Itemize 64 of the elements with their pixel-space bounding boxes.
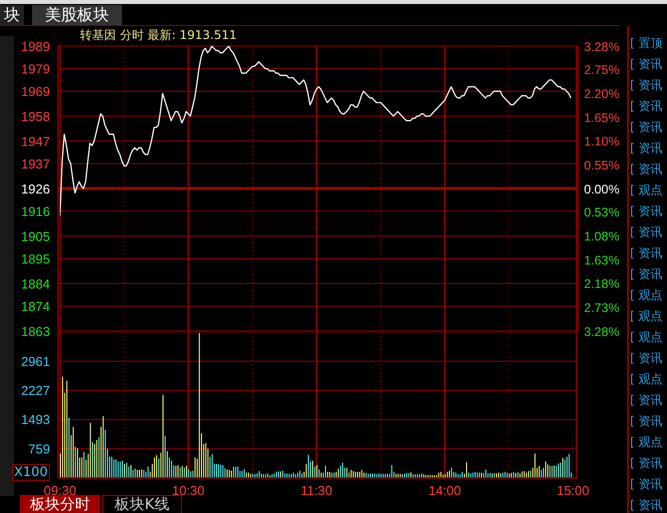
text: [ 观点 <box>630 182 662 198</box>
y-tick-label: 1979 <box>21 62 50 77</box>
y-tick-label: 1969 <box>21 84 50 100</box>
text: [ 观点 <box>630 308 662 324</box>
y2-tick-label: 1.63% <box>584 253 620 268</box>
text: [ 观点 <box>630 329 662 345</box>
y2-tick-label: 1.65% <box>584 110 620 125</box>
text: [ 资讯 <box>630 98 662 114</box>
y-tick-label: 1493 <box>21 412 50 428</box>
y-tick-label: 2227 <box>21 383 50 398</box>
y2-tick-label: 2.75% <box>584 63 620 78</box>
y2-tick-label: 3.28% <box>584 325 620 339</box>
y-tick-label: 1937 <box>21 156 50 172</box>
text: [ 置顶 <box>630 35 662 51</box>
y-tick-label: 2961 <box>21 354 50 369</box>
x-tick-label: 15:00 <box>556 483 590 498</box>
y-tick-label: 1916 <box>21 204 50 220</box>
y2-tick-label: 2.20% <box>584 86 620 101</box>
y2-tick-label: 3.28% <box>584 40 620 54</box>
y-tick-label: 1884 <box>21 276 50 292</box>
text: 板块分时 <box>20 495 100 513</box>
text: [ 资讯 <box>630 392 662 408</box>
y2-tick-label: 0.00% <box>584 182 620 196</box>
text: [ 资讯 <box>630 161 662 177</box>
y-axis-title: X100 <box>12 464 50 481</box>
text: [ 资讯 <box>630 77 662 93</box>
y-tick-label: 1926 <box>21 182 50 196</box>
y-tick-label: 1905 <box>21 229 50 244</box>
x-tick-label: 11:30 <box>300 483 332 498</box>
text: [ 资讯 <box>630 224 662 240</box>
text: [ 资讯 <box>630 140 662 156</box>
y-tick-label: 1947 <box>21 134 50 149</box>
text: [ 观点 <box>630 434 662 450</box>
y2-tick-label: 0.53% <box>584 206 620 220</box>
y-tick-label: 1863 <box>21 324 50 339</box>
y-tick-label: 1874 <box>21 299 50 314</box>
y-tick-label: 1958 <box>21 109 50 124</box>
y-tick-label: 1895 <box>21 252 50 267</box>
text: 板块K线 <box>114 495 170 513</box>
y2-tick-label: 1.10% <box>584 134 620 149</box>
text: [ 资讯 <box>630 455 662 471</box>
text: [ 资讯 <box>630 476 662 492</box>
y2-tick-label: 0.55% <box>584 158 620 173</box>
text: [ 资讯 <box>630 266 662 282</box>
x-tick-label: 14:00 <box>428 483 462 498</box>
y-tick-label: 759 <box>28 441 50 456</box>
x-tick-label: 10:30 <box>172 483 205 498</box>
text: [ 资讯 <box>630 245 662 261</box>
text: [ 资讯 <box>630 119 662 135</box>
chart-title: 转基因 分时 最新: 1913.511 <box>80 27 237 43</box>
text: [ 资讯 <box>630 56 662 72</box>
text: [ 资讯 <box>630 497 662 513</box>
y2-tick-label: 1.08% <box>584 229 620 244</box>
text: [ 资讯 <box>630 413 662 429</box>
text: 美股板块 <box>32 5 122 25</box>
text: [ 观点 <box>630 287 662 303</box>
text: [ 观点 <box>630 371 662 387</box>
y2-tick-label: 2.18% <box>584 277 620 292</box>
text: 块 <box>0 5 24 25</box>
text: [ 资讯 <box>630 350 662 366</box>
text: [ 资讯 <box>630 203 662 219</box>
y2-tick-label: 2.73% <box>584 301 620 316</box>
y-tick-label: 1989 <box>21 39 50 54</box>
line-series <box>60 46 572 216</box>
